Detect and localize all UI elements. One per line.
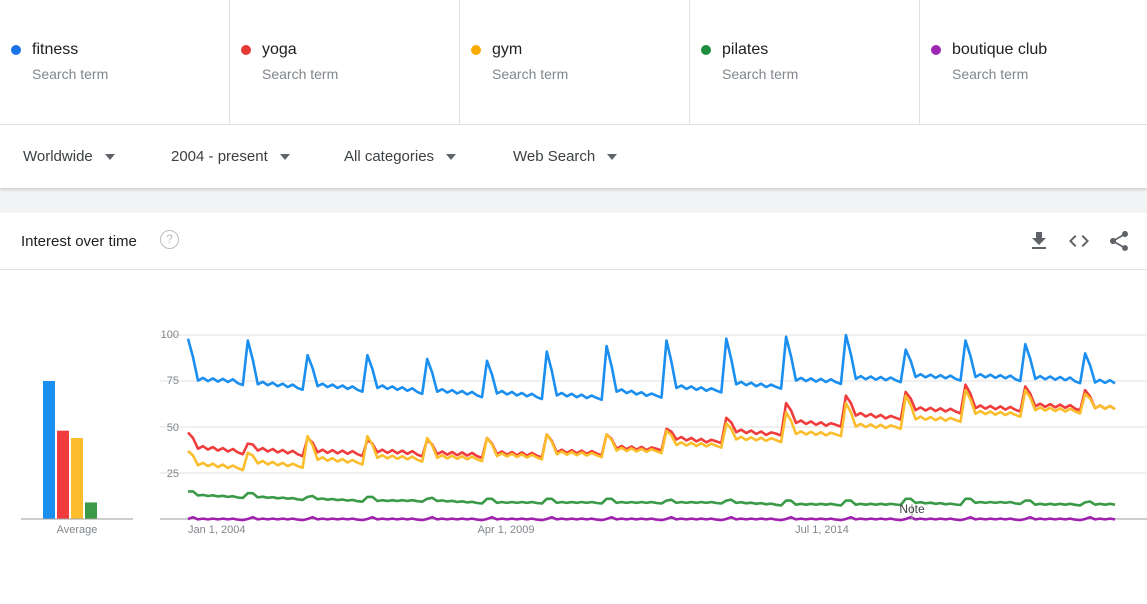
color-dot-icon	[701, 45, 711, 55]
download-icon[interactable]	[1027, 229, 1051, 253]
note-annotation[interactable]: Note	[899, 502, 925, 516]
category-label: All categories	[344, 148, 435, 165]
color-dot-icon	[471, 45, 481, 55]
x-tick-label: Apr 1, 2009	[478, 524, 535, 536]
search-type-label: Web Search	[513, 148, 596, 165]
embed-icon[interactable]	[1067, 229, 1091, 253]
term-name: yoga	[262, 41, 297, 58]
series-line-pilates	[188, 490, 1116, 507]
caret-down-icon	[446, 153, 457, 160]
term-type: Search term	[722, 66, 799, 82]
term-type: Search term	[262, 66, 339, 82]
filter-bar: Worldwide 2004 - present All categories …	[0, 125, 1147, 188]
x-tick-label: Jul 1, 2014	[795, 524, 849, 536]
category-dropdown[interactable]: All categories	[344, 148, 457, 165]
average-bar-chart: Average	[21, 381, 133, 536]
caret-down-icon	[607, 153, 618, 160]
term-name: pilates	[722, 41, 769, 58]
term-name: gym	[492, 41, 523, 58]
average-label: Average	[57, 524, 98, 536]
term-fitness[interactable]: fitness Search term	[0, 0, 230, 124]
y-tick-label: 100	[161, 329, 179, 341]
share-icon[interactable]	[1107, 229, 1131, 253]
series-line-yoga	[187, 383, 1116, 460]
time-range-label: 2004 - present	[171, 148, 268, 165]
term-type: Search term	[952, 66, 1029, 82]
color-dot-icon	[931, 45, 941, 55]
term-yoga[interactable]: yoga Search term	[230, 0, 460, 124]
term-name: fitness	[32, 41, 79, 58]
term-name: boutique club	[952, 41, 1048, 58]
color-dot-icon	[11, 45, 21, 55]
term-type: Search term	[32, 66, 109, 82]
interest-line-chart: 100 75 50 25 Jan 1, 2004 Apr 1, 2009 Jul…	[160, 329, 1147, 536]
series-line-gym	[187, 388, 1116, 472]
time-range-dropdown[interactable]: 2004 - present	[171, 148, 290, 165]
series-line-fitness	[186, 333, 1116, 402]
y-tick-label: 75	[167, 375, 179, 387]
help-icon[interactable]: ?	[160, 230, 179, 249]
y-tick-label: 25	[167, 468, 179, 480]
term-gym[interactable]: gym Search term	[460, 0, 690, 124]
average-bar-yoga	[57, 430, 69, 519]
term-boutique-club[interactable]: boutique club Search term	[920, 0, 1147, 124]
caret-down-icon	[279, 153, 290, 160]
series-line-boutique-club	[187, 515, 1116, 522]
card-title: Interest over time	[21, 233, 137, 250]
caret-down-icon	[104, 153, 115, 160]
term-pilates[interactable]: pilates Search term	[690, 0, 920, 124]
region-label: Worldwide	[23, 148, 93, 165]
average-bar-fitness	[43, 381, 55, 519]
average-bar-pilates	[85, 502, 97, 519]
search-terms-bar: fitness Search term yoga Search term gym…	[0, 0, 1147, 125]
section-gap	[0, 190, 1147, 213]
x-tick-label: Jan 1, 2004	[188, 524, 246, 536]
term-type: Search term	[492, 66, 569, 82]
card-header: Interest over time ?	[0, 213, 1147, 270]
color-dot-icon	[241, 45, 251, 55]
search-type-dropdown[interactable]: Web Search	[513, 148, 618, 165]
average-bar-gym	[71, 438, 83, 519]
region-dropdown[interactable]: Worldwide	[23, 148, 115, 165]
y-tick-label: 50	[167, 422, 179, 434]
